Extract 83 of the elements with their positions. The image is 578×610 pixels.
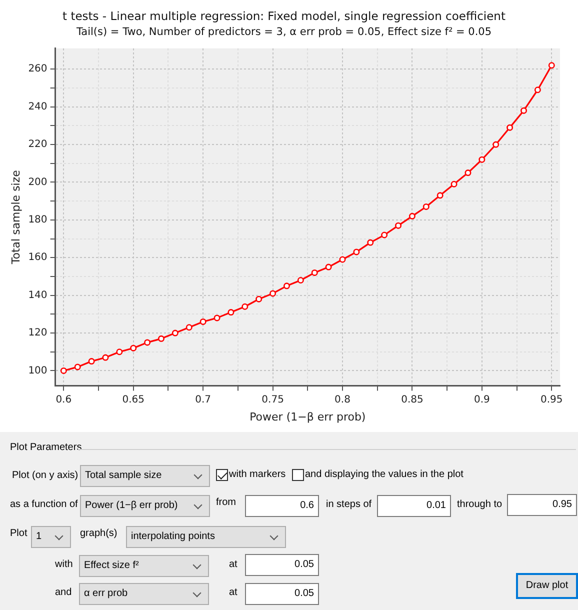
y-tick-label: 160 — [28, 252, 48, 264]
point — [548, 62, 555, 69]
x-tick-label: 0.6 — [56, 394, 72, 406]
x-tick-label: 0.8 — [334, 394, 350, 406]
point — [422, 203, 430, 210]
point — [283, 282, 290, 290]
point — [436, 192, 444, 199]
text: and — [55, 587, 72, 598]
y-tick-label: 120 — [28, 328, 48, 339]
point — [297, 276, 304, 284]
text: with markers — [229, 468, 286, 482]
point — [200, 318, 206, 325]
point — [381, 232, 388, 238]
point — [492, 141, 500, 148]
point — [172, 330, 178, 336]
point — [144, 339, 151, 346]
point — [242, 303, 248, 310]
point — [367, 239, 374, 246]
point — [256, 296, 262, 302]
text: from — [216, 497, 236, 508]
text: interpolating points — [131, 531, 215, 542]
point — [534, 86, 541, 94]
y-tick-label: 260 — [28, 64, 48, 75]
x-tick-label: 0.65 — [122, 394, 144, 406]
y-tick-label: 240 — [28, 101, 48, 112]
point — [88, 358, 95, 365]
y-tick-label: 180 — [28, 214, 48, 226]
text: Plot — [10, 528, 28, 539]
point — [325, 264, 332, 270]
text: 0.05 — [294, 588, 314, 599]
x-tick-label: 0.95 — [540, 394, 563, 406]
point — [130, 344, 137, 352]
point — [464, 170, 472, 176]
y-axis-title: Total sample size — [9, 170, 22, 266]
point — [520, 107, 527, 114]
point — [214, 314, 220, 322]
text: 1 — [36, 531, 42, 542]
chart-title: t tests - Linear multiple regression: Fixed model, single regression coefficient — [62, 8, 506, 23]
point — [102, 354, 109, 361]
text: Effect size f² — [84, 560, 139, 571]
y-tick-label: 220 — [28, 139, 48, 150]
chart-subtitle: Tail(s) = Two, Number of predictors = 3, α err prob = 0.05, Effect size f² = 0.05 — [75, 26, 492, 38]
text: at — [229, 587, 238, 598]
point — [311, 269, 318, 276]
y-tick-label: 200 — [28, 176, 48, 188]
text: 0.05 — [294, 559, 314, 570]
point — [186, 324, 192, 331]
text: 0.95 — [552, 499, 572, 510]
x-tick-label: 0.9 — [474, 394, 490, 406]
point — [353, 248, 360, 256]
point — [228, 309, 234, 316]
text: 0.6 — [300, 500, 314, 511]
x-axis-title: Power (1−β err prob) — [250, 410, 366, 424]
point — [270, 290, 276, 297]
text: Plot (on y axis) — [12, 470, 78, 481]
text: 0.01 — [426, 500, 446, 511]
point — [478, 156, 486, 163]
x-tick-label: 0.75 — [262, 394, 284, 406]
point — [158, 335, 164, 342]
point — [116, 348, 123, 356]
point — [450, 180, 458, 188]
point — [395, 222, 402, 229]
text: at — [229, 559, 238, 570]
x-tick-label: 0.7 — [195, 394, 212, 406]
x-tick-label: 0.85 — [401, 394, 424, 406]
text: as a function of — [10, 499, 78, 510]
text: in steps of — [326, 499, 372, 510]
point — [339, 256, 346, 263]
text: graph(s) — [80, 528, 118, 539]
y-tick-label: 140 — [28, 290, 48, 301]
y-tick-label: 100 — [28, 365, 48, 376]
text: Total sample size — [85, 470, 162, 481]
point — [408, 212, 416, 220]
text: α err prob — [84, 588, 128, 599]
point — [60, 367, 67, 374]
text: Plot Parameters — [10, 441, 82, 455]
point — [506, 124, 514, 131]
point — [74, 364, 81, 370]
text: with — [55, 559, 73, 570]
text: Draw plot — [526, 580, 568, 591]
text: through to — [457, 499, 502, 510]
text: and displaying the values in the plot — [305, 468, 464, 482]
text: Power (1−β err prob) — [85, 500, 178, 511]
